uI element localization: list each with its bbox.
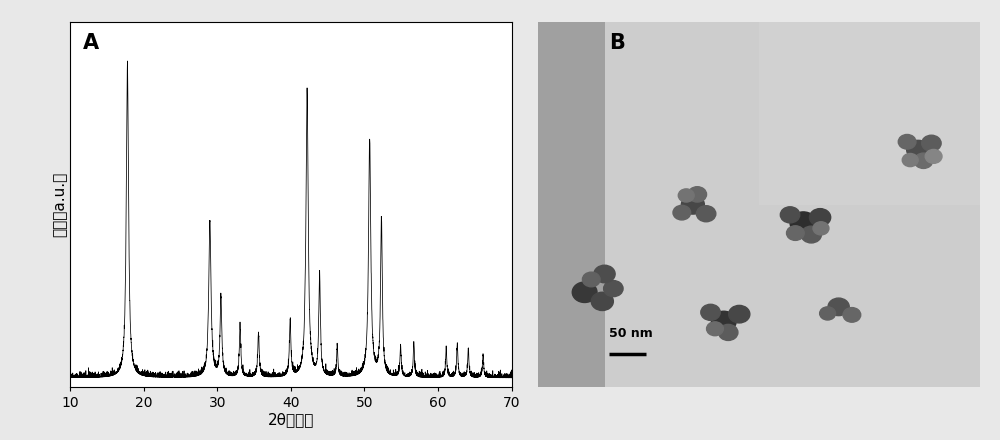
Circle shape: [914, 153, 933, 169]
Bar: [538, 22, 605, 387]
Circle shape: [902, 154, 918, 167]
Circle shape: [813, 222, 829, 235]
Circle shape: [828, 298, 849, 315]
Circle shape: [820, 307, 836, 320]
Circle shape: [925, 150, 942, 163]
Circle shape: [922, 135, 941, 151]
Circle shape: [729, 305, 750, 323]
Y-axis label: 强度（a.u.）: 强度（a.u.）: [52, 172, 67, 237]
Circle shape: [898, 135, 916, 149]
Bar: [605, 22, 980, 387]
Text: A: A: [83, 33, 99, 53]
Circle shape: [681, 195, 704, 214]
Circle shape: [696, 205, 716, 222]
X-axis label: 2θ（度）: 2θ（度）: [268, 412, 314, 427]
Circle shape: [688, 187, 707, 202]
Circle shape: [572, 282, 597, 302]
Circle shape: [787, 226, 804, 240]
Circle shape: [718, 324, 738, 341]
Circle shape: [907, 140, 930, 159]
Circle shape: [604, 281, 623, 297]
Circle shape: [701, 304, 720, 320]
Circle shape: [711, 311, 736, 332]
Circle shape: [594, 265, 615, 283]
Circle shape: [707, 322, 723, 336]
Circle shape: [591, 292, 613, 311]
Circle shape: [678, 189, 694, 202]
Circle shape: [801, 226, 821, 243]
Circle shape: [790, 212, 817, 234]
Bar: [759, 22, 980, 205]
Circle shape: [673, 205, 691, 220]
Circle shape: [582, 272, 600, 287]
Circle shape: [809, 209, 831, 226]
Text: B: B: [609, 33, 625, 53]
Circle shape: [780, 207, 800, 223]
Text: 50 nm: 50 nm: [609, 327, 653, 340]
Circle shape: [843, 308, 861, 322]
